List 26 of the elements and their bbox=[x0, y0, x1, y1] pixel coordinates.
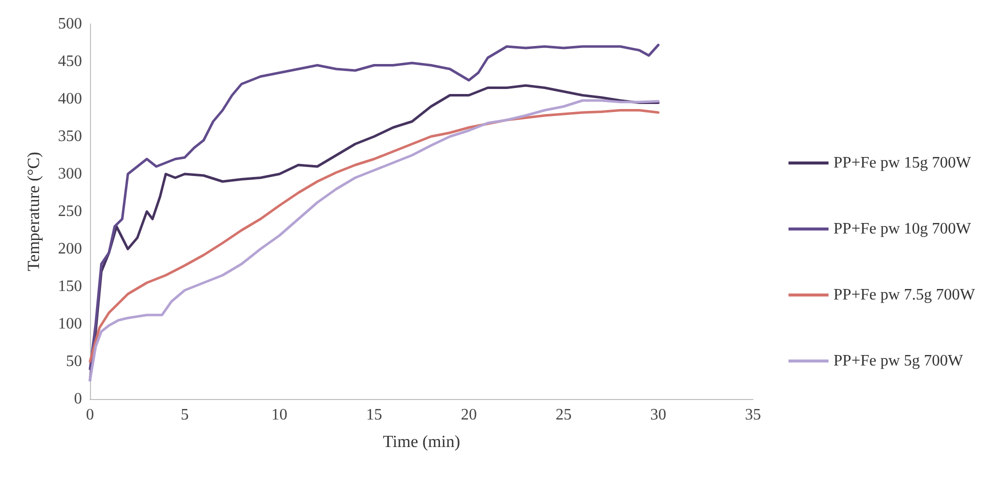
legend-label: PP+Fe pw 15g 700W bbox=[834, 154, 972, 172]
x-tick-label: 0 bbox=[86, 406, 94, 424]
legend-label: PP+Fe pw 10g 700W bbox=[834, 220, 972, 238]
y-axis-title: Temperature (°C) bbox=[24, 152, 43, 272]
y-tick-label: 400 bbox=[58, 90, 82, 108]
y-tick-label: 450 bbox=[58, 53, 82, 70]
y-tick-label: 500 bbox=[58, 16, 82, 32]
y-tick-label: 100 bbox=[58, 316, 82, 332]
x-tick-label: 10 bbox=[271, 406, 288, 424]
y-tick-label: 200 bbox=[58, 240, 82, 258]
x-tick-label: 5 bbox=[180, 406, 189, 424]
legend-label: PP+Fe pw 5g 700W bbox=[834, 352, 964, 370]
y-tick-label: 250 bbox=[58, 203, 82, 220]
x-tick-label: 20 bbox=[460, 406, 477, 424]
x-tick-label: 35 bbox=[745, 406, 761, 424]
x-tick-label: 25 bbox=[556, 406, 572, 424]
y-tick-label: 350 bbox=[58, 128, 82, 145]
line-series bbox=[88, 44, 660, 370]
x-axis-title: Time (min) bbox=[382, 432, 460, 451]
x-tick-label: 15 bbox=[366, 406, 382, 424]
y-tick-label: 300 bbox=[58, 166, 82, 182]
y-tick-label: 50 bbox=[66, 353, 82, 370]
y-tick-label: 0 bbox=[74, 390, 82, 408]
y-tick-label: 150 bbox=[58, 278, 82, 295]
x-tick-label: 30 bbox=[650, 406, 666, 424]
legend-label: PP+Fe pw 7.5g 700W bbox=[834, 286, 976, 304]
